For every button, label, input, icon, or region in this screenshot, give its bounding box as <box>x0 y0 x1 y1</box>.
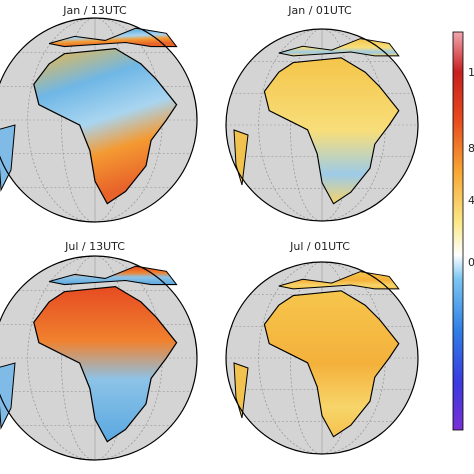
globe <box>225 261 419 455</box>
land <box>0 124 16 192</box>
colorbar <box>452 31 464 431</box>
colorbar-tick-label: 0 <box>468 256 474 269</box>
colorbar-tick-label: 8 <box>468 142 474 155</box>
land <box>0 362 16 430</box>
globe <box>225 28 419 222</box>
panel-title: Jul / 01UTC <box>289 240 350 253</box>
panel-title: Jul / 13UTC <box>64 240 125 253</box>
globe-outline <box>225 261 419 455</box>
colorbar-tick-label: 4 <box>468 194 474 207</box>
globe <box>0 255 198 461</box>
colorbar-tick-label: 1 <box>468 66 474 79</box>
panel-title: Jan / 13UTC <box>62 4 127 17</box>
panel-title: Jan / 01UTC <box>287 4 352 17</box>
globe-outline <box>225 28 419 222</box>
land <box>233 129 249 186</box>
globe-outline <box>0 17 198 223</box>
land <box>233 362 249 419</box>
globe-outline <box>0 255 198 461</box>
globe <box>0 17 198 223</box>
